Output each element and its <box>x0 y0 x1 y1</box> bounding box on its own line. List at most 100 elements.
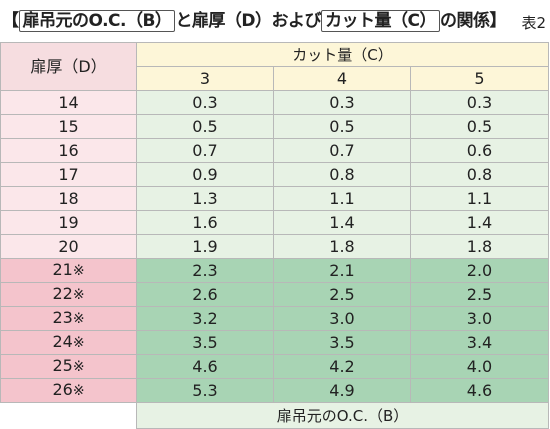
door-thickness-value: 23 <box>52 308 73 327</box>
table-row: 23※ 3.2 3.0 3.0 <box>0 306 549 331</box>
cut-value-cell: 0.3 <box>136 90 274 115</box>
cut-value-cell: 3.4 <box>410 330 549 355</box>
table-row: 22※ 2.6 2.5 2.5 <box>0 282 549 307</box>
note-mark: ※ <box>72 383 85 399</box>
cut-value-cell: 2.5 <box>410 282 549 307</box>
cut-value-cell: 1.9 <box>136 234 274 259</box>
table-row: 17 0.9 0.8 0.8 <box>0 162 549 187</box>
col-header-4: 4 <box>273 66 411 91</box>
cut-value-cell: 1.1 <box>273 186 411 211</box>
door-thickness-value: 24 <box>52 332 73 351</box>
cut-value-cell: 2.0 <box>410 258 549 283</box>
note-mark: ※ <box>72 287 85 303</box>
title-row: 【扉吊元のO.C.（B） と扉厚（D）および カット量（C） の関係】 表2 <box>0 0 550 40</box>
note-mark: ※ <box>72 311 85 327</box>
door-thickness-value: 26 <box>52 380 73 399</box>
table-body: 14 0.3 0.3 0.3 15 0.5 0.5 0.5 16 0.7 0.7 0.6 17 0.9 0.… <box>0 90 549 403</box>
door-thickness-cell: 19 <box>0 210 137 235</box>
cut-value-cell: 3.5 <box>136 330 274 355</box>
door-thickness-value: 17 <box>58 164 79 184</box>
cut-value-cell: 4.0 <box>410 354 549 379</box>
title-open-bracket: 【 <box>2 11 19 31</box>
table-row: 15 0.5 0.5 0.5 <box>0 114 549 139</box>
cut-value-cell: 0.5 <box>410 114 549 139</box>
cut-value-cell: 2.1 <box>273 258 411 283</box>
cut-value-cell: 1.6 <box>136 210 274 235</box>
table-row: 21※ 2.3 2.1 2.0 <box>0 258 549 283</box>
cut-value-cell: 4.9 <box>273 378 411 403</box>
table-row: 14 0.3 0.3 0.3 <box>0 90 549 115</box>
cut-value-cell: 0.9 <box>136 162 274 187</box>
cut-value-cell: 4.6 <box>136 354 274 379</box>
door-thickness-cell: 16 <box>0 138 137 163</box>
table-number: 表2 <box>521 14 546 32</box>
cut-value-cell: 1.1 <box>410 186 549 211</box>
cut-value-cell: 3.0 <box>410 306 549 331</box>
door-thickness-cell: 23※ <box>0 306 137 331</box>
door-thickness-value: 25 <box>52 356 73 375</box>
cut-value-cell: 0.7 <box>136 138 274 163</box>
cut-value-cell: 1.3 <box>136 186 274 211</box>
cut-value-cell: 2.5 <box>273 282 411 307</box>
door-thickness-value: 20 <box>58 236 79 256</box>
table-row: 26※ 5.3 4.9 4.6 <box>0 378 549 403</box>
table-row: 19 1.6 1.4 1.4 <box>0 210 549 235</box>
door-thickness-cell: 14 <box>0 90 137 115</box>
cut-value-cell: 4.2 <box>273 354 411 379</box>
door-thickness-cell: 18 <box>0 186 137 211</box>
door-thickness-value: 22 <box>52 284 73 303</box>
row-header-door-thickness: 扉厚（D） <box>0 42 137 91</box>
table-row: 20 1.9 1.8 1.8 <box>0 234 549 259</box>
title-close-bracket: 】 <box>489 11 507 31</box>
door-thickness-cell: 24※ <box>0 330 137 355</box>
door-thickness-value: 19 <box>58 212 79 232</box>
cut-value-cell: 0.5 <box>136 114 274 139</box>
cut-value-cell: 3.5 <box>273 330 411 355</box>
col-header-3: 3 <box>136 66 274 91</box>
title-boxed-oc: 扉吊元のO.C.（B） <box>18 10 176 32</box>
title-boxed-cut: カット量（C） <box>321 10 441 32</box>
door-thickness-cell: 15 <box>0 114 137 139</box>
title-text-thickness: と扉厚（D）および <box>175 11 322 31</box>
note-mark: ※ <box>72 263 85 279</box>
cut-value-cell: 0.8 <box>273 162 411 187</box>
cut-amount-table: 扉厚（D） カット量（C） 3 4 5 14 0.3 0.3 0.3 15 0.5 0.5 0… <box>0 42 549 429</box>
door-thickness-value: 14 <box>58 92 79 112</box>
col-header-5: 5 <box>410 66 549 91</box>
cut-value-cell: 0.3 <box>273 90 411 115</box>
cut-value-cell: 4.6 <box>410 378 549 403</box>
door-thickness-value: 18 <box>58 188 79 208</box>
cut-value-cell: 0.3 <box>410 90 549 115</box>
cut-value-cell: 1.8 <box>410 234 549 259</box>
cut-value-cell: 2.6 <box>136 282 274 307</box>
cut-value-cell: 0.7 <box>273 138 411 163</box>
table-title: 【扉吊元のO.C.（B） と扉厚（D）および カット量（C） の関係】 <box>2 6 507 32</box>
cut-value-cell: 0.5 <box>273 114 411 139</box>
cut-value-cell: 3.2 <box>136 306 274 331</box>
door-thickness-value: 21 <box>52 260 73 279</box>
cut-value-cell: 1.4 <box>410 210 549 235</box>
title-text-relation: の関係 <box>440 11 490 31</box>
door-thickness-cell: 21※ <box>0 258 137 283</box>
table-row: 18 1.3 1.1 1.1 <box>0 186 549 211</box>
table-row: 25※ 4.6 4.2 4.0 <box>0 354 549 379</box>
door-thickness-cell: 17 <box>0 162 137 187</box>
cut-value-cell: 5.3 <box>136 378 274 403</box>
table-row: 16 0.7 0.7 0.6 <box>0 138 549 163</box>
cut-value-cell: 1.4 <box>273 210 411 235</box>
door-thickness-cell: 26※ <box>0 378 137 403</box>
cut-value-cell: 0.8 <box>410 162 549 187</box>
door-thickness-value: 16 <box>58 140 79 160</box>
note-mark: ※ <box>72 335 85 351</box>
cut-value-cell: 3.0 <box>273 306 411 331</box>
footer-label-oc: 扉吊元のO.C.（B） <box>136 402 549 429</box>
door-thickness-cell: 25※ <box>0 354 137 379</box>
table-row: 24※ 3.5 3.5 3.4 <box>0 330 549 355</box>
note-mark: ※ <box>72 359 85 375</box>
cut-value-cell: 1.8 <box>273 234 411 259</box>
door-thickness-cell: 20 <box>0 234 137 259</box>
footer-blank <box>0 402 137 429</box>
cut-value-cell: 2.3 <box>136 258 274 283</box>
door-thickness-value: 15 <box>58 116 79 136</box>
door-thickness-cell: 22※ <box>0 282 137 307</box>
